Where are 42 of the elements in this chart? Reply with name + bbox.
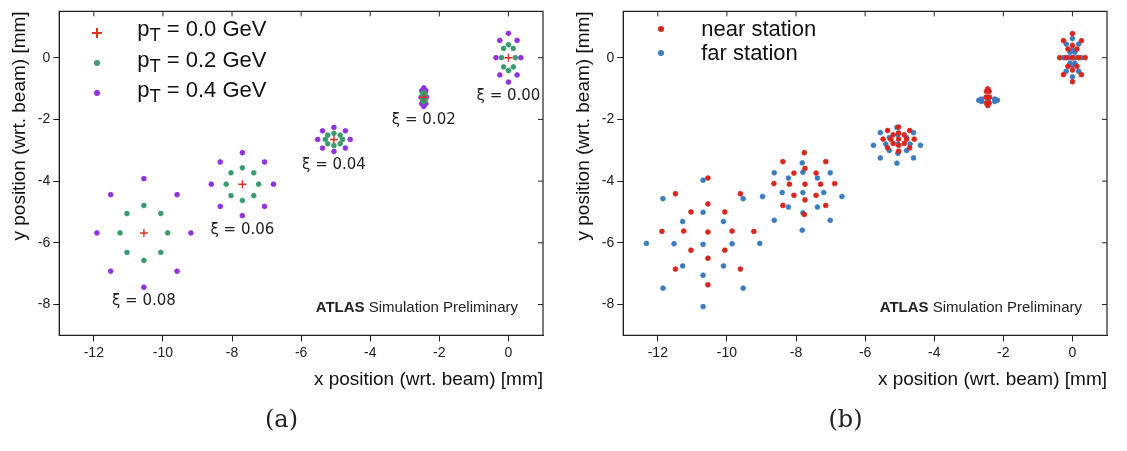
y-tick-label: -2: [37, 110, 51, 127]
x-tick-label: -8: [789, 343, 803, 360]
legend-label: p$_{T}$ = 0.4 GeV: [137, 77, 267, 109]
y-tick-label: -8: [601, 295, 615, 312]
x-tick-label: -2: [433, 343, 446, 360]
text: (a): [263, 405, 299, 433]
y-tick-label: 0: [42, 48, 51, 65]
y-tick-label: -2: [601, 110, 615, 127]
y-axis-title: y position (wrt. beam) [mm]: [571, 11, 593, 241]
legend-label: p$_{T}$ = 0.2 GeV: [137, 46, 267, 79]
annotation: ξ = 0.04: [302, 155, 366, 174]
y-axis-title: y position (wrt. beam) [mm]: [7, 11, 29, 241]
x-tick-label: -10: [716, 343, 738, 360]
x-tick-label: 0: [504, 343, 513, 360]
x-tick-label: -12: [83, 343, 105, 360]
annotation: ξ = 0.00: [476, 85, 541, 104]
text: (b): [827, 405, 864, 433]
annotation: ξ = 0.08: [111, 291, 176, 310]
annotation: ATLAS Simulation Preliminary: [315, 297, 519, 315]
legend-label: far station: [701, 40, 798, 66]
y-tick-label: -4: [601, 171, 615, 188]
y-tick-label: -8: [37, 295, 51, 312]
x-tick-label: -4: [364, 343, 377, 360]
x-tick-label: -4: [928, 343, 941, 360]
x-axis-title: x position (wrt. beam) [mm]: [313, 367, 543, 389]
annotation: ξ = 0.06: [210, 219, 275, 238]
legend-label: near station: [701, 16, 817, 42]
x-tick-label: -8: [225, 343, 239, 360]
y-tick-label: -6: [37, 233, 51, 250]
x-tick-label: -12: [647, 343, 669, 360]
x-axis-title: x position (wrt. beam) [mm]: [877, 367, 1107, 389]
x-tick-label: -6: [858, 343, 872, 360]
y-tick-label: -4: [37, 171, 51, 188]
annotation: ξ = 0.02: [391, 110, 456, 129]
legend-label: p$_{T}$ = 0.0 GeV: [137, 16, 267, 48]
x-tick-label: -2: [997, 343, 1010, 360]
y-tick-label: -6: [601, 233, 615, 250]
x-tick-label: -6: [294, 343, 308, 360]
x-tick-label: 0: [1068, 343, 1077, 360]
x-tick-label: -10: [152, 343, 174, 360]
y-tick-label: 0: [606, 48, 615, 65]
annotation: ATLAS Simulation Preliminary: [879, 297, 1083, 315]
